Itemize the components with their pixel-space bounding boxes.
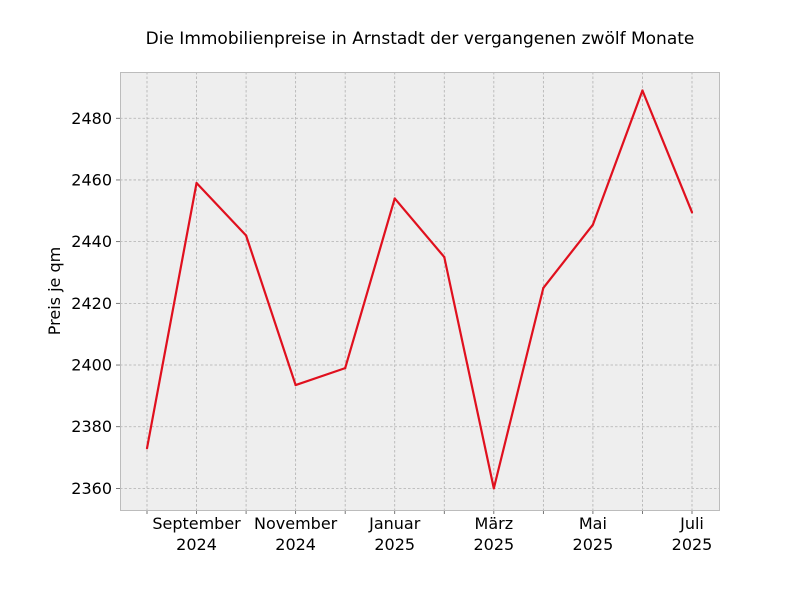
x-tick-label-line2: 2024	[275, 535, 316, 554]
y-tick-label: 2360	[71, 479, 112, 498]
x-tick-label-line1: November	[254, 514, 338, 533]
x-tick-label-line1: März	[475, 514, 514, 533]
x-tick-label-line2: 2025	[573, 535, 614, 554]
y-tick-label: 2460	[71, 170, 112, 189]
x-tick-label: Mai 2025	[573, 514, 614, 554]
data-point	[195, 181, 198, 185]
data-point	[641, 89, 644, 92]
y-tick-label: 2440	[71, 232, 112, 251]
x-tick-label: September 2024	[152, 514, 241, 554]
y-tick-label: 2380	[71, 417, 112, 436]
chart-title: Die Immobilienpreise in Arnstadt der ver…	[146, 29, 695, 49]
axis-ticks: September 2024 November 2024 Januar 2025 März 2…	[71, 109, 712, 554]
data-point	[393, 197, 396, 200]
data-point	[344, 367, 347, 370]
x-tick-label-line2: 2024	[176, 535, 217, 554]
grid-lines	[120, 72, 720, 510]
data-point	[145, 447, 149, 450]
x-tick-label: März 2025	[473, 514, 514, 554]
y-tick-label: 2480	[71, 109, 112, 128]
y-tick-label: 2400	[71, 356, 112, 375]
y-tick-label: 2420	[71, 294, 112, 313]
x-tick-label-line2: 2025	[374, 535, 415, 554]
x-tick-label-line2: 2025	[672, 535, 713, 554]
x-tick-label-line2: 2025	[473, 535, 514, 554]
x-tick-label-line1: September	[152, 514, 241, 533]
data-point	[690, 211, 694, 214]
data-point	[492, 487, 495, 490]
x-tick-label-line1: Juli	[679, 514, 704, 533]
x-tick-label: November 2024	[254, 514, 338, 554]
x-tick-label-line1: Januar	[368, 514, 421, 533]
data-point	[443, 255, 446, 259]
x-tick-label-line1: Mai	[579, 514, 607, 533]
series-layer	[145, 89, 694, 490]
x-tick-label: Juli 2025	[672, 514, 713, 554]
data-point	[294, 383, 297, 387]
data-point	[542, 286, 545, 290]
plot-area	[120, 72, 720, 511]
data-point	[244, 234, 248, 237]
y-axis-label: Preis je qm	[45, 247, 64, 335]
data-point	[591, 223, 595, 226]
plot-border	[120, 72, 720, 511]
series-line	[145, 89, 694, 490]
x-tick-label: Januar 2025	[368, 514, 421, 554]
